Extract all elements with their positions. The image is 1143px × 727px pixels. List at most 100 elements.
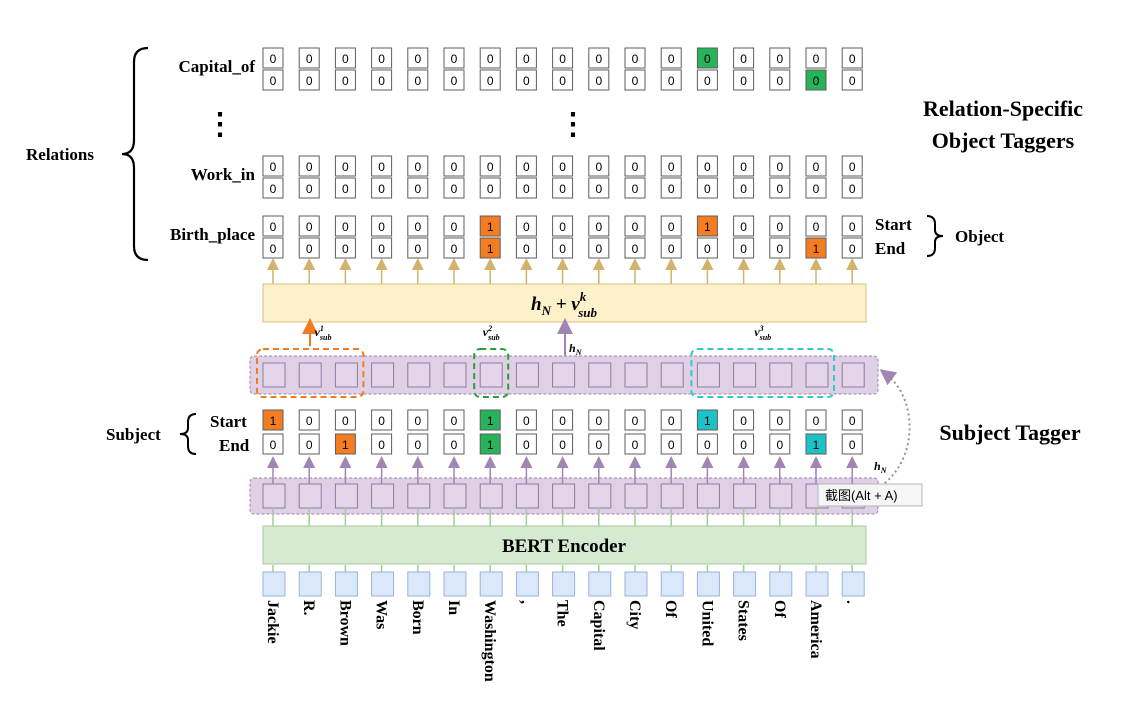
object-start-cell: 0 [515,215,537,237]
subject-end-cell: 0 [407,433,429,455]
object-start-cell: 0 [443,215,465,237]
object-start-value: 0 [632,220,639,234]
object-end-cell: 0 [298,69,320,91]
object-end-cell: 0 [588,69,610,91]
subject-brace [179,413,197,455]
hidden-state-cell [298,362,322,388]
object-end-cell: 0 [696,237,718,259]
subject-start-cell: 1 [262,409,284,431]
hidden-state-cell [262,483,286,509]
hidden-state-cell [733,483,757,509]
subject-span-box [473,348,510,398]
subject-span-label: v1 sub [315,324,332,342]
object-end-value: 0 [378,74,385,88]
object-end-value: 0 [559,182,566,196]
object-end-cell: 0 [371,177,393,199]
subject-end-value: 1 [342,438,349,452]
object-end-cell: 0 [515,177,537,199]
object-start-cell: 0 [479,47,501,69]
object-start-value: 0 [559,220,566,234]
subject-end-cell: 0 [515,433,537,455]
token-embedding [841,571,865,597]
subject-start-cell: 0 [733,409,755,431]
object-start-cell: 0 [588,215,610,237]
object-label: Object [955,227,1004,246]
object-end-value: 0 [306,182,313,196]
object-end-cell: 0 [769,69,791,91]
token-embedding [733,571,757,597]
object-start-value: 0 [632,160,639,174]
object-end-cell: 0 [479,177,501,199]
object-end-value: 0 [813,74,820,88]
object-taggers-title-line1: Relation-Specific [923,96,1083,121]
subject-end-cell: 0 [733,433,755,455]
subject-start-value: 0 [740,414,747,428]
token-embedding [624,571,648,597]
hidden-state-cell [624,483,648,509]
object-start-cell: 0 [407,47,429,69]
token-embedding [479,571,503,597]
relation-ellipsis: ⋮ [205,108,235,141]
object-end-value: 0 [487,74,494,88]
subject-start-value: 0 [632,414,639,428]
subject-start-value: 1 [704,414,711,428]
hidden-state-cell [769,483,793,509]
relation-name: Capital_of [179,57,256,76]
column-ellipsis: ⋮ [558,108,588,141]
object-end-cell: 0 [515,237,537,259]
object-end-value: 0 [632,74,639,88]
subject-end-cell: 0 [588,433,610,455]
relation-name: Work_in [191,165,256,184]
object-end-cell: 0 [660,69,682,91]
subject-end-value: 0 [849,438,856,452]
token-embedding [552,571,576,597]
token-text: Of [662,600,679,618]
object-start-cell: 0 [588,47,610,69]
object-end-cell: 0 [298,177,320,199]
object-start-value: 0 [487,160,494,174]
subject-span-box [256,348,365,398]
object-end-cell: 0 [624,237,646,259]
object-start-value: 0 [813,52,820,66]
token-text: Was [373,600,390,629]
token-embedding [660,571,684,597]
subject-end-value: 0 [451,438,458,452]
subject-start-value: 0 [378,414,385,428]
subject-start-value: 0 [776,414,783,428]
object-start-cell: 0 [552,47,574,69]
subject-start-cell: 1 [479,409,501,431]
object-end-cell: 0 [733,69,755,91]
object-start-cell: 0 [262,155,284,177]
object-start-cell: 0 [443,155,465,177]
object-start-cell: 0 [769,47,791,69]
object-end-value: 0 [668,242,675,256]
subject-start-value: 0 [813,414,820,428]
object-end-cell: 0 [696,69,718,91]
token-text: America [807,600,824,659]
object-start-cell: 1 [479,215,501,237]
bert-encoder-box [262,525,867,565]
object-end-cell: 0 [552,237,574,259]
subject-start-cell: 0 [841,409,863,431]
subject-start-value: 0 [849,414,856,428]
subject-span-label: v3 sub [754,324,771,342]
object-start-cell: 0 [841,47,863,69]
object-end-value: 0 [668,182,675,196]
object-start-cell: 1 [696,215,718,237]
token-embedding [407,571,431,597]
hidden-state-cell [805,362,829,388]
object-end-value: 0 [414,242,421,256]
subject-end-cell: 0 [624,433,646,455]
object-start-cell: 0 [841,155,863,177]
object-start-value: 0 [378,160,385,174]
object-end-value: 0 [813,182,820,196]
object-start-cell: 0 [696,47,718,69]
hidden-state-cell [407,483,431,509]
object-end-value: 0 [740,74,747,88]
token-text: The [554,600,571,627]
object-start-cell: 0 [660,47,682,69]
object-end-value: 0 [595,182,602,196]
object-start-cell: 0 [407,215,429,237]
object-start-value: 0 [813,220,820,234]
hidden-state-cell [696,483,720,509]
